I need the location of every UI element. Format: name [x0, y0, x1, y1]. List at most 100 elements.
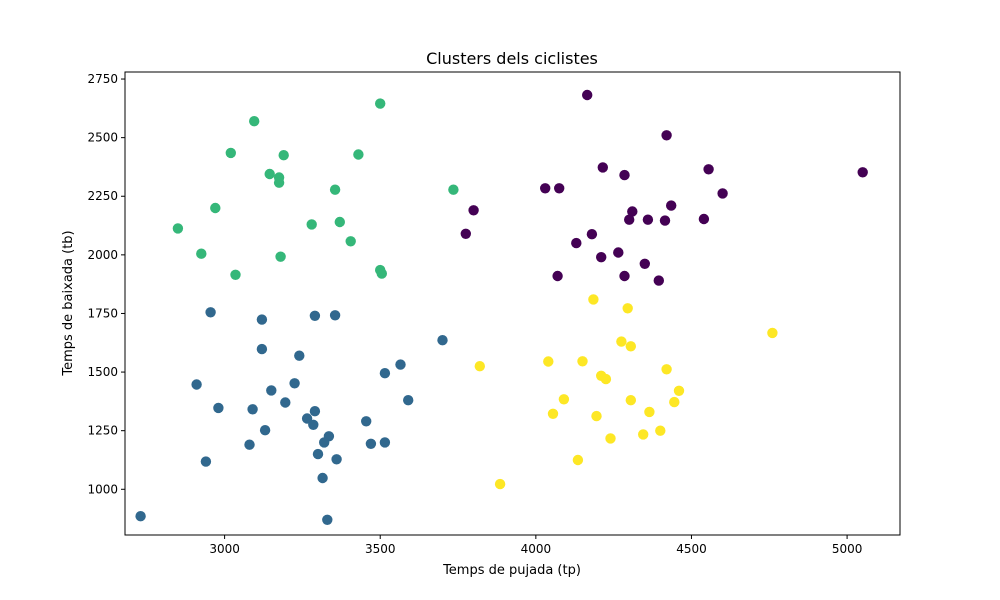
data-point — [395, 359, 406, 370]
y-axis-label: Temps de baixada (tb) — [61, 230, 76, 376]
data-point — [619, 169, 630, 181]
data-point — [403, 395, 414, 406]
data-point — [596, 252, 607, 263]
data-point — [329, 184, 341, 195]
data-point — [543, 356, 554, 367]
data-point — [619, 270, 630, 282]
data-point — [361, 416, 372, 427]
data-point — [613, 247, 624, 258]
data-point — [376, 268, 387, 279]
data-point — [196, 248, 207, 259]
data-point — [278, 150, 289, 161]
data-point — [552, 270, 563, 282]
data-point — [266, 385, 277, 396]
data-point — [437, 335, 448, 346]
data-point — [468, 205, 479, 216]
data-point — [249, 116, 260, 127]
data-point — [857, 167, 868, 178]
data-point — [309, 310, 321, 321]
data-point — [230, 269, 241, 280]
y-tick-label: 2500 — [87, 131, 118, 145]
data-point — [210, 202, 221, 214]
y-tick-label: 2250 — [87, 189, 118, 203]
data-point — [225, 147, 236, 159]
data-point — [698, 213, 710, 225]
data-point — [448, 184, 459, 195]
data-point — [644, 406, 655, 418]
x-axis-ticks: 3000 3500 4000 4500 5000 — [209, 535, 862, 556]
x-tick-label: 3000 — [209, 542, 240, 556]
plot-area — [124, 71, 901, 536]
data-point — [494, 478, 506, 490]
data-point — [172, 223, 184, 234]
data-point — [200, 456, 212, 467]
data-point — [627, 206, 638, 217]
data-point — [289, 378, 300, 389]
data-point — [588, 294, 599, 305]
data-point — [375, 98, 386, 109]
data-point — [717, 188, 728, 199]
data-point — [661, 130, 672, 141]
y-tick-label: 2000 — [87, 248, 118, 262]
data-point — [259, 425, 271, 436]
chart-title: Clusters dels ciclistes — [426, 49, 598, 68]
x-tick-label: 4000 — [521, 542, 552, 556]
y-tick-label: 2750 — [87, 72, 118, 86]
x-axis-label: Temps de pujada (tp) — [442, 563, 581, 578]
data-point — [365, 438, 377, 449]
data-point — [558, 394, 570, 405]
data-point — [308, 419, 319, 430]
x-tick-label: 5000 — [832, 542, 863, 556]
data-point — [247, 404, 258, 415]
data-point — [653, 275, 664, 286]
data-point — [577, 356, 588, 367]
data-point — [322, 514, 333, 525]
data-point — [244, 439, 255, 450]
data-point — [280, 397, 291, 408]
data-point — [616, 336, 627, 347]
data-point — [673, 385, 685, 396]
data-point — [379, 437, 391, 448]
data-point — [191, 379, 202, 390]
data-point — [353, 149, 364, 160]
data-point — [379, 368, 391, 379]
data-point — [597, 162, 608, 173]
data-point — [540, 183, 551, 194]
y-tick-label: 1500 — [87, 365, 118, 379]
data-point — [273, 177, 285, 188]
data-point — [460, 228, 471, 239]
data-point — [666, 200, 677, 211]
data-point — [554, 183, 565, 194]
data-point — [638, 429, 649, 440]
data-point — [329, 310, 341, 321]
data-point — [474, 361, 485, 372]
data-point — [600, 373, 612, 385]
data-point — [312, 448, 324, 460]
data-point — [767, 327, 778, 339]
data-point — [586, 229, 598, 240]
data-point — [591, 410, 602, 422]
data-point — [625, 395, 636, 406]
data-point — [306, 219, 317, 230]
y-tick-label: 1000 — [87, 482, 118, 496]
data-point — [639, 258, 650, 269]
data-point — [622, 303, 633, 314]
data-point — [294, 350, 305, 361]
data-point — [571, 237, 582, 249]
data-point — [655, 425, 666, 436]
data-point — [625, 341, 636, 352]
data-point — [572, 454, 584, 466]
data-point — [256, 343, 268, 355]
data-point — [317, 472, 328, 484]
data-point — [275, 251, 286, 262]
y-axis-ticks: 1000 1250 1500 1750 2000 2250 2500 2750 — [87, 72, 125, 496]
y-tick-label: 1250 — [87, 424, 118, 438]
data-point — [309, 406, 321, 417]
data-point — [703, 164, 714, 175]
data-point — [624, 214, 635, 225]
data-point — [345, 236, 356, 247]
data-point — [642, 214, 654, 225]
data-point — [205, 307, 216, 318]
data-point — [331, 454, 342, 465]
